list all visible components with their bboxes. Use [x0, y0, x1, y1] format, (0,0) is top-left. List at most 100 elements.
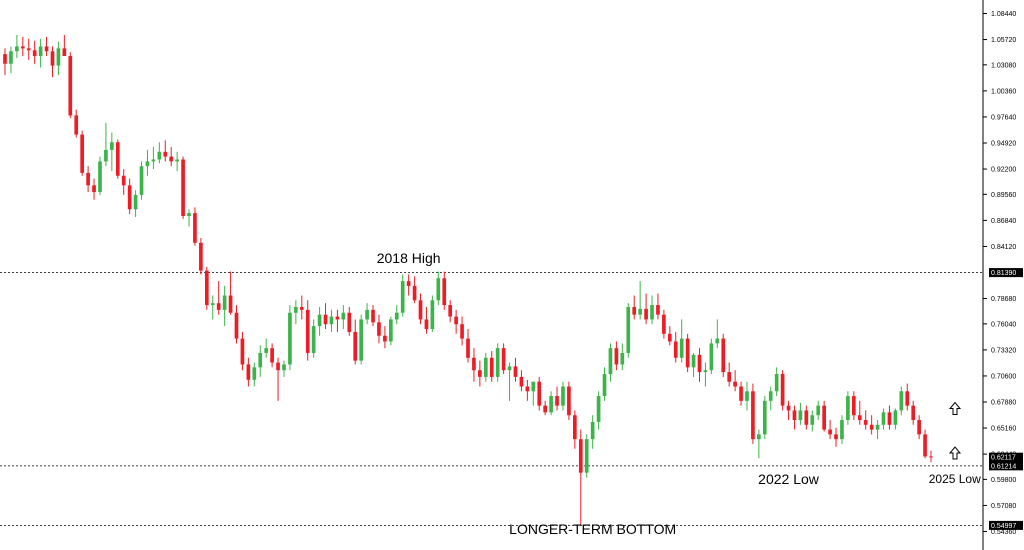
- candle: [751, 383, 755, 444]
- candle: [727, 362, 732, 387]
- candle: [721, 333, 726, 377]
- candle: [923, 429, 927, 459]
- y-tick-label: 0.65160: [991, 426, 1016, 433]
- candle: [644, 293, 648, 325]
- candle: [353, 319, 358, 365]
- candle-body: [911, 405, 916, 421]
- candle: [567, 381, 571, 421]
- candle-body: [442, 278, 447, 306]
- horizontal-levels: [0, 272, 983, 526]
- candle: [768, 386, 773, 411]
- up-arrow-icon: [948, 446, 962, 460]
- candle: [359, 314, 363, 365]
- candle-body: [768, 391, 773, 401]
- candle-body: [875, 424, 880, 430]
- candle-body: [721, 338, 726, 373]
- level-tag-0.54997-bg: [989, 520, 1023, 530]
- y-tick-label: 0.92200: [991, 167, 1016, 174]
- candle-body: [810, 415, 815, 425]
- candle-body: [662, 314, 666, 334]
- candle-body: [228, 295, 233, 313]
- current-price-tag-bg: [989, 452, 1023, 462]
- candle-body: [804, 410, 809, 425]
- candle-body: [531, 381, 536, 392]
- candle-body: [757, 434, 761, 440]
- candle-body: [727, 372, 732, 382]
- y-tick-label: 1.08440: [991, 11, 1016, 18]
- candle-body: [199, 242, 203, 271]
- candle-body: [68, 56, 73, 116]
- candle: [816, 400, 821, 421]
- candle-body: [74, 115, 79, 135]
- candle: [549, 391, 553, 416]
- candle: [68, 52, 73, 119]
- candle-body: [644, 308, 648, 320]
- candle: [869, 415, 874, 435]
- candle-body: [905, 391, 910, 406]
- candle-body: [525, 386, 530, 392]
- candle: [127, 178, 132, 215]
- candle: [210, 295, 215, 320]
- candle-body: [169, 156, 174, 162]
- candle-body: [92, 185, 96, 193]
- candle-body: [264, 348, 269, 353]
- y-tick-label: 1.03080: [991, 62, 1016, 69]
- candle: [365, 303, 369, 325]
- candle-body: [406, 281, 411, 286]
- candle: [115, 139, 120, 179]
- candle-body: [305, 309, 310, 353]
- y-tick-label: 0.84120: [991, 244, 1016, 251]
- candle-body: [62, 48, 67, 57]
- candle: [50, 46, 55, 78]
- candle-body: [626, 306, 631, 353]
- candle-body: [341, 312, 346, 320]
- candle: [204, 266, 209, 310]
- candle-body: [15, 46, 19, 52]
- candle: [608, 343, 613, 382]
- candle-body: [863, 420, 868, 425]
- candle: [495, 343, 500, 382]
- price-tags: 0.81390 0.61214 0.54997 0.62117: [989, 268, 1023, 530]
- candle-body: [282, 364, 286, 371]
- candle: [929, 450, 933, 463]
- candle: [573, 410, 577, 449]
- candle: [733, 370, 737, 392]
- candle-body: [679, 338, 684, 358]
- candle: [424, 306, 429, 334]
- candle: [288, 305, 292, 371]
- y-tick-label: 0.57080: [991, 503, 1016, 510]
- candle-body: [929, 456, 933, 458]
- candle-body: [335, 316, 340, 320]
- candle-body: [590, 421, 595, 440]
- candle: [537, 376, 542, 411]
- candle: [454, 309, 458, 334]
- level-tag-0.61214: 0.61214: [991, 463, 1016, 470]
- candle: [762, 396, 767, 440]
- candle: [863, 410, 868, 430]
- candle: [703, 362, 708, 387]
- candle-body: [685, 338, 690, 368]
- candle: [881, 408, 886, 430]
- candle: [222, 285, 227, 327]
- candle-body: [584, 439, 589, 473]
- candle-body: [175, 159, 179, 162]
- candle-body: [400, 281, 405, 313]
- level-tag-0.81390-bg: [989, 268, 1023, 278]
- candle: [626, 303, 631, 358]
- candle-body: [745, 391, 749, 401]
- candle: [543, 400, 548, 416]
- candle-body: [656, 305, 660, 315]
- candle: [917, 415, 921, 440]
- candle: [38, 38, 43, 68]
- candle-body: [56, 48, 61, 66]
- candle-body: [26, 48, 31, 51]
- candle-body: [430, 300, 435, 330]
- candle-body: [288, 312, 292, 365]
- candle: [472, 348, 476, 382]
- candle-body: [620, 352, 625, 365]
- candle: [299, 295, 304, 320]
- candle: [377, 314, 381, 344]
- candle-body: [371, 309, 375, 323]
- candle: [430, 295, 435, 332]
- candle: [74, 109, 79, 138]
